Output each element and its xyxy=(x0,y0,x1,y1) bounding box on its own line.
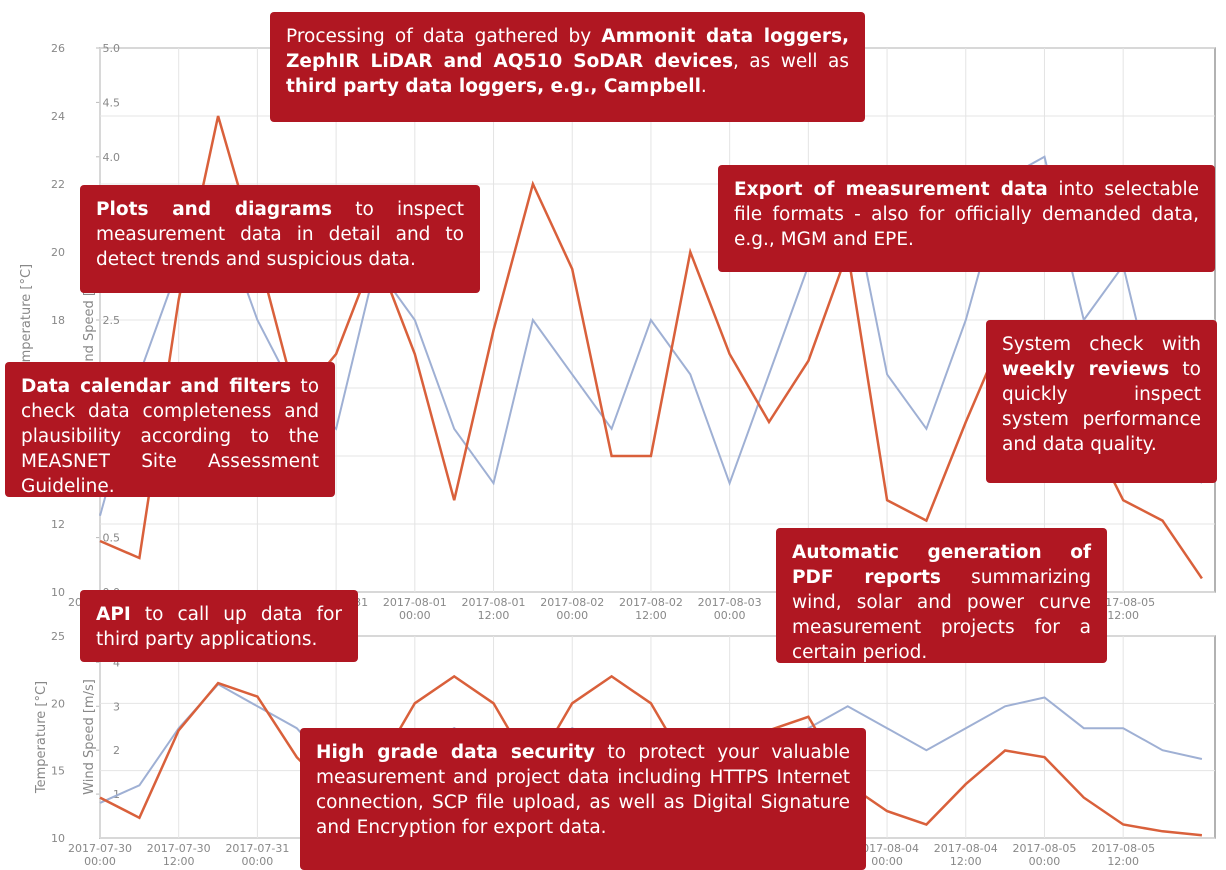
callout-bold-text: Ammonit data loggers, ZephIR LiDAR and A… xyxy=(286,26,849,72)
y-tick-label: 25 xyxy=(51,630,65,643)
y2-tick-label: 3 xyxy=(113,700,120,713)
y-axis-label: Temperature [°C] xyxy=(34,681,49,794)
callout: Data calendar and filters to check data … xyxy=(5,362,335,497)
x-tick-label-line: 2017-08-05 xyxy=(1013,842,1077,855)
x-tick-label-line: 12:00 xyxy=(635,609,667,622)
callout-bold-text: Automatic generation of PDF reports xyxy=(792,542,1091,588)
y-tick-label: 18 xyxy=(51,314,65,327)
y2-tick-label: 4.0 xyxy=(103,151,121,164)
x-tick-label-line: 2017-08-04 xyxy=(934,842,998,855)
callout: Processing of data gathered by Ammonit d… xyxy=(270,12,865,122)
y-tick-label: 10 xyxy=(51,832,65,845)
y-tick-label: 10 xyxy=(51,586,65,599)
x-tick-label-line: 00:00 xyxy=(556,609,588,622)
x-tick-label-line: 12:00 xyxy=(950,855,982,868)
y-tick-label: 24 xyxy=(51,110,65,123)
y2-tick-label: 2.5 xyxy=(103,314,121,327)
callout-text: to check data completeness and plausibil… xyxy=(21,376,320,497)
callout-text: summarizing wind, solar and power curve … xyxy=(792,567,1091,663)
y2-axis-label: Wind Speed [m/s] xyxy=(82,679,97,795)
x-tick-label-line: 00:00 xyxy=(242,855,274,868)
callout-bold-text: Data calendar and filters xyxy=(21,376,291,397)
y2-tick-label: 4 xyxy=(113,656,120,669)
x-tick-label-line: 2017-07-31 xyxy=(225,842,289,855)
x-tick-label-line: 2017-08-02 xyxy=(619,596,683,609)
x-tick-label-line: 00:00 xyxy=(871,855,903,868)
x-tick-label-line: 2017-08-04 xyxy=(855,842,919,855)
x-tick-label: 2017-08-05 12:00 xyxy=(1091,842,1155,868)
x-tick-label-line: 2017-08-05 xyxy=(1091,842,1155,855)
y-tick-label: 12 xyxy=(51,518,65,531)
callout-bold-text: Export of measurement data xyxy=(734,179,1048,200)
callout-text: into selectable file formats - also for … xyxy=(734,179,1199,250)
x-tick-label-line: 12:00 xyxy=(478,609,510,622)
callout: Export of measurement data into selectab… xyxy=(718,165,1215,272)
x-tick-label-line: 2017-08-01 xyxy=(462,596,526,609)
callout: Plots and diagrams to inspect measuremen… xyxy=(80,185,480,293)
x-tick-label-line: 2017-08-01 xyxy=(383,596,447,609)
callout-text: to quickly inspect system performance an… xyxy=(1002,359,1201,455)
y-tick-label: 26 xyxy=(51,42,65,55)
callout-text: to protect your valuable measurement and… xyxy=(316,742,850,838)
x-tick-label-line: 2017-08-03 xyxy=(698,596,762,609)
callout: System check with weekly reviews to quic… xyxy=(986,320,1217,483)
callout-text: System check with xyxy=(1002,334,1201,355)
x-tick-label-line: 12:00 xyxy=(163,855,195,868)
x-tick-label-line: 00:00 xyxy=(399,609,431,622)
x-tick-label-line: 12:00 xyxy=(1107,855,1139,868)
x-tick-label-line: 00:00 xyxy=(84,855,116,868)
y2-tick-label: 0.5 xyxy=(103,532,121,545)
x-tick-label-line: 2017-07-30 xyxy=(68,842,132,855)
y2-tick-label: 5.0 xyxy=(103,42,121,55)
callout-bold-text: API xyxy=(96,604,131,625)
callout-text: Processing of data gathered by xyxy=(286,26,602,47)
callout-text: . xyxy=(700,76,707,97)
callout-bold-text: Plots and diagrams xyxy=(96,199,333,220)
callout-bold-text: third party data loggers, e.g., Campbell xyxy=(286,76,701,97)
y-tick-label: 15 xyxy=(51,765,65,778)
x-tick-label-line: 00:00 xyxy=(714,609,746,622)
callout-text: to inspect measurement data in detail an… xyxy=(96,199,464,270)
x-tick-label-line: 2017-08-02 xyxy=(540,596,604,609)
y-tick-label: 22 xyxy=(51,178,65,191)
y-axis-label: Temperature [°C] xyxy=(19,264,34,377)
x-tick-label-line: 2017-07-30 xyxy=(147,842,211,855)
callout: API to call up data for third party appl… xyxy=(80,590,358,662)
y2-tick-label: 4.5 xyxy=(103,96,121,109)
x-tick-label-line: 00:00 xyxy=(1029,855,1061,868)
x-tick-label-line: 2017-08-05 xyxy=(1091,596,1155,609)
callout: Automatic generation of PDF reports summ… xyxy=(776,528,1107,663)
callout-bold-text: High grade data security xyxy=(316,742,595,763)
y-tick-label: 20 xyxy=(51,246,65,259)
series-line xyxy=(99,674,1203,837)
callout-bold-text: weekly reviews xyxy=(1002,359,1170,380)
callout-text: to call up data for third party applicat… xyxy=(96,604,342,650)
y2-tick-label: 2 xyxy=(113,744,120,757)
x-tick-label: 2017-08-05 12:00 xyxy=(1091,596,1155,622)
callout: High grade data security to protect your… xyxy=(300,728,866,870)
x-tick-label-line: 12:00 xyxy=(1107,609,1139,622)
y-tick-label: 20 xyxy=(51,697,65,710)
callout-text: , as well as xyxy=(732,51,849,72)
